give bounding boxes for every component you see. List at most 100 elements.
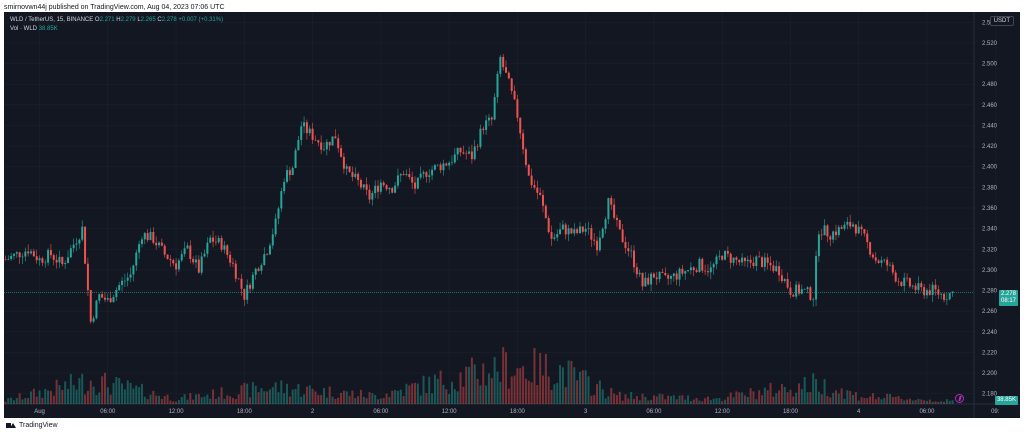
volume-bar — [718, 398, 721, 404]
candle-body — [27, 251, 30, 254]
candle-body — [44, 262, 47, 264]
volume-bar — [98, 392, 101, 404]
volume-bar — [633, 398, 636, 404]
volume-bar — [914, 400, 917, 404]
volume-bar — [243, 382, 246, 404]
volume-bar — [186, 399, 189, 404]
volume-bar — [414, 382, 416, 404]
volume-bar — [647, 400, 650, 404]
price-axis-label: 2.440 — [982, 123, 998, 129]
candle-body — [342, 156, 345, 169]
candle-body — [900, 282, 903, 286]
volume-bar — [15, 398, 18, 404]
volume-bar — [536, 385, 539, 404]
volume-bar — [840, 388, 843, 404]
volume-bar — [871, 393, 874, 404]
candle-body — [789, 287, 792, 295]
volume-bar — [837, 393, 840, 404]
volume-bar — [422, 375, 425, 404]
volume-bar — [547, 376, 550, 404]
candle-body — [823, 225, 826, 236]
volume-bar — [470, 357, 473, 404]
volume-bar — [52, 395, 55, 404]
volume-bar — [311, 388, 314, 404]
candle-body — [419, 173, 422, 178]
volume-bar — [832, 392, 835, 404]
volume-bar — [584, 370, 587, 404]
candle-body — [530, 175, 533, 186]
candle-body — [377, 185, 380, 192]
candle-body — [183, 248, 186, 255]
candle-body — [761, 257, 764, 267]
candle-body — [49, 250, 52, 256]
candle-body — [277, 208, 280, 219]
candle-body — [10, 255, 13, 259]
volume-bar — [655, 396, 658, 404]
candle-body — [869, 242, 872, 255]
candle-body — [55, 259, 58, 263]
candle-body — [661, 271, 664, 273]
candle-body — [459, 147, 462, 153]
candle-body — [308, 128, 311, 134]
lightning-icon[interactable] — [955, 394, 964, 403]
candle-body — [158, 242, 161, 246]
volume-bar — [712, 398, 715, 404]
candle-body — [160, 242, 163, 246]
volume-bar — [138, 387, 141, 404]
candle-body — [357, 173, 360, 181]
candle-body — [610, 198, 613, 205]
candle-body — [564, 224, 567, 235]
volume-bar — [84, 394, 87, 404]
time-axis-label: 18:00 — [783, 409, 799, 415]
volume-bar — [641, 393, 644, 404]
volume-bar — [95, 395, 98, 404]
volume-bar — [206, 394, 209, 404]
volume-bar — [203, 396, 206, 404]
close-label: C — [157, 17, 162, 23]
candle-body — [359, 180, 362, 188]
candle-body — [12, 253, 15, 256]
time-axis-label: 09: — [991, 409, 1000, 415]
candle-body — [254, 268, 257, 275]
candle-body — [607, 198, 610, 220]
candle-body — [832, 231, 835, 240]
candle-body — [698, 258, 701, 272]
candle-body — [280, 191, 283, 209]
volume-bar — [684, 399, 687, 404]
volume-bar — [763, 387, 766, 404]
volume-bar — [692, 399, 695, 404]
candle-body — [47, 250, 50, 263]
candle-body — [317, 140, 320, 143]
candle-body — [837, 227, 840, 236]
volume-bar — [607, 396, 610, 404]
volume-bar — [726, 396, 729, 404]
candle-body — [817, 234, 820, 257]
volume-bar — [405, 383, 408, 404]
candle-body — [738, 259, 741, 263]
volume-bar — [928, 399, 931, 404]
candle-body — [519, 117, 522, 134]
candle-body — [630, 250, 633, 252]
candle-body — [388, 188, 391, 190]
currency-button[interactable]: USDT — [989, 16, 1014, 26]
candle-body — [507, 72, 510, 79]
candle-body — [650, 273, 653, 285]
volume-bar — [371, 393, 374, 404]
candle-body — [812, 299, 815, 301]
volume-bar — [362, 396, 365, 404]
candle-body — [331, 136, 334, 146]
volume-bar — [539, 352, 542, 404]
candle-body — [411, 176, 414, 183]
chart-pane[interactable]: 2.5402.5202.5002.4802.4602.4402.4202.400… — [4, 12, 1020, 418]
volume-bar — [564, 387, 567, 404]
volume-label[interactable]: Vol · WLD — [10, 26, 38, 32]
candle-body — [917, 283, 920, 290]
volume-bar — [701, 401, 704, 404]
candlestick-chart[interactable]: 2.5402.5202.5002.4802.4602.4402.4202.400… — [4, 12, 1020, 418]
volume-bar — [903, 400, 906, 404]
symbol-name[interactable]: WLD / TetherUS, 15, BINANCE — [10, 17, 94, 23]
open-value: 2.271 — [99, 17, 115, 23]
volume-bar — [812, 373, 815, 404]
time-axis-label: 12:00 — [715, 409, 731, 415]
candle-body — [544, 205, 547, 219]
